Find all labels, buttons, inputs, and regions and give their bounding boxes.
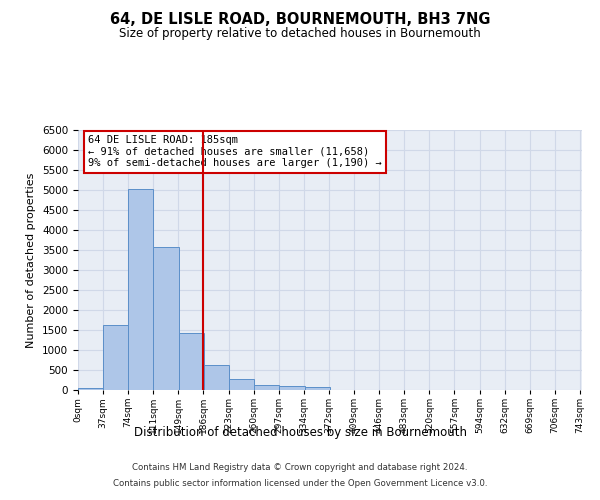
- Bar: [254, 385, 280, 390]
- Bar: [179, 333, 204, 390]
- Bar: [204, 365, 229, 390]
- Text: Size of property relative to detached houses in Bournemouth: Size of property relative to detached ho…: [119, 28, 481, 40]
- Bar: [229, 379, 254, 390]
- Y-axis label: Number of detached properties: Number of detached properties: [26, 172, 37, 348]
- Bar: [78, 388, 103, 390]
- Text: 64, DE LISLE ROAD, BOURNEMOUTH, BH3 7NG: 64, DE LISLE ROAD, BOURNEMOUTH, BH3 7NG: [110, 12, 490, 28]
- Bar: [280, 386, 305, 390]
- Text: 64 DE LISLE ROAD: 185sqm
← 91% of detached houses are smaller (11,658)
9% of sem: 64 DE LISLE ROAD: 185sqm ← 91% of detach…: [88, 135, 382, 168]
- Bar: [128, 189, 153, 390]
- Text: Contains HM Land Registry data © Crown copyright and database right 2024.: Contains HM Land Registry data © Crown c…: [132, 464, 468, 472]
- Bar: [305, 387, 331, 390]
- Bar: [153, 247, 179, 390]
- Bar: [103, 325, 128, 390]
- Text: Distribution of detached houses by size in Bournemouth: Distribution of detached houses by size …: [133, 426, 467, 439]
- Text: Contains public sector information licensed under the Open Government Licence v3: Contains public sector information licen…: [113, 478, 487, 488]
